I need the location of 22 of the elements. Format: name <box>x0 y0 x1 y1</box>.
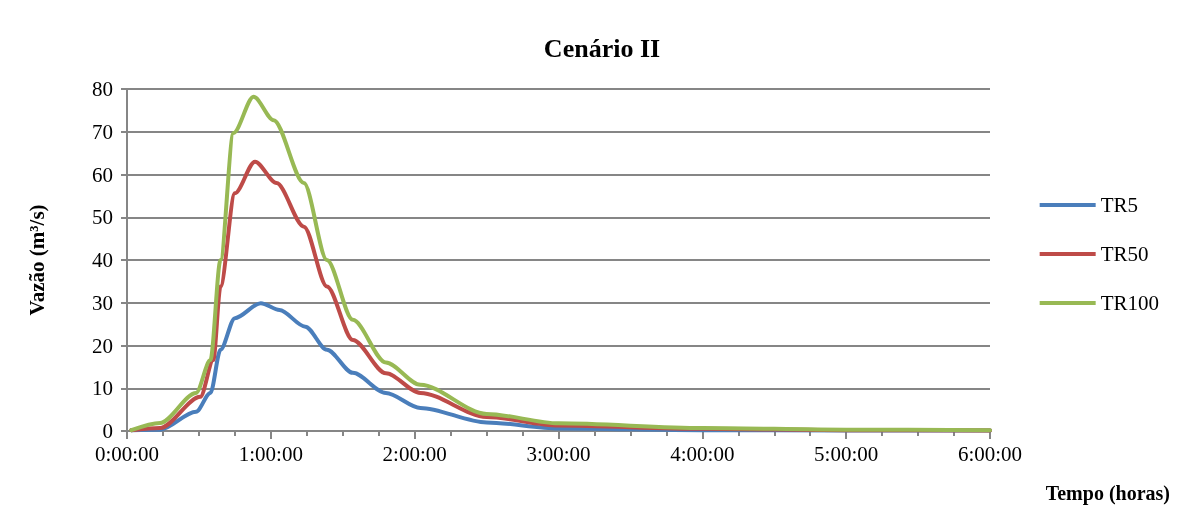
x-tick-label: 1:00:00 <box>238 441 303 466</box>
y-tick-label: 80 <box>92 77 113 101</box>
y-tick-label: 70 <box>92 119 113 144</box>
y-tick-label: 60 <box>92 162 113 187</box>
y-tick-label: 30 <box>92 290 113 315</box>
y-tick-label: 50 <box>92 205 113 230</box>
y-axis-title: Vazão (m³/s) <box>24 204 49 316</box>
x-tick-label: 2:00:00 <box>382 441 447 466</box>
x-tick-label: 3:00:00 <box>526 441 591 466</box>
x-axis-title: Tempo (horas) <box>1045 482 1170 505</box>
y-tick-label: 40 <box>92 248 113 272</box>
x-tick-label: 4:00:00 <box>670 441 735 466</box>
legend-label: TR50 <box>1100 242 1149 266</box>
x-tick-label: 6:00:00 <box>957 441 1023 466</box>
chart-title: Cenário II <box>543 33 661 63</box>
legend-label: TR5 <box>1100 193 1139 217</box>
legend-label: TR100 <box>1100 291 1160 315</box>
y-tick-label: 20 <box>92 333 113 358</box>
y-tick-label: 0 <box>102 419 113 443</box>
y-tick-label: 10 <box>92 376 113 401</box>
x-tick-label: 0:00:00 <box>94 441 160 466</box>
x-tick-label: 5:00:00 <box>814 441 879 466</box>
